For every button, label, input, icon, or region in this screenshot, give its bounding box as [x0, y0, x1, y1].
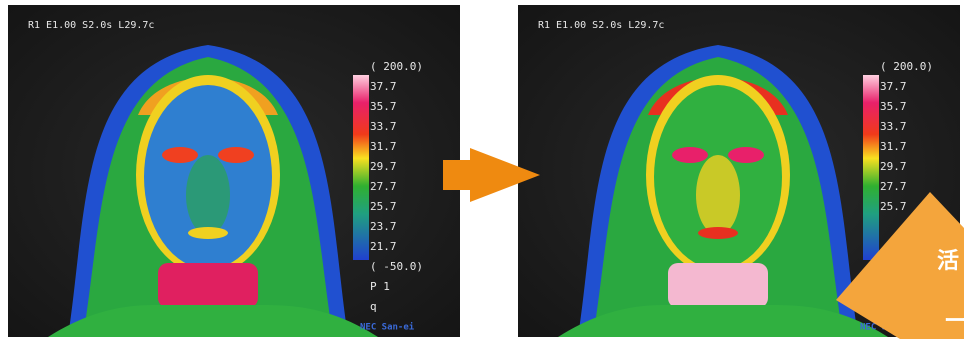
scale-label: 35.7 [370, 100, 397, 113]
scale-label: 29.7 [370, 160, 397, 173]
scale-label: 25.7 [880, 200, 907, 213]
scale-label: 29.7 [880, 160, 907, 173]
color-bar [353, 75, 369, 260]
scale-label: 25.7 [370, 200, 397, 213]
brand: NEC San-ei [360, 322, 415, 333]
face-center [186, 155, 230, 235]
scale-label: q [370, 300, 377, 313]
mouth [188, 227, 228, 239]
header: R1 E1.00 S2.0s L29.7c [538, 20, 664, 31]
badge-text: 活 [937, 249, 959, 274]
scale-label: ( 200.0) [880, 60, 933, 73]
thermal-image: R1 E1.00 S2.0s L29.7c ( 200.0) 37.7 35.7 33.… [8, 5, 460, 337]
shoulders [558, 305, 888, 337]
scale-label: ( -50.0) [370, 260, 423, 273]
badge-subtext: ー [944, 309, 964, 334]
scale-label: 31.7 [880, 140, 907, 153]
scale-label: ( 200.0) [370, 60, 423, 73]
scale-label: 21.7 [370, 240, 397, 253]
shoulders [48, 305, 378, 337]
scale-label: P 1 [370, 280, 390, 293]
scale-label: 23.7 [370, 220, 397, 233]
thermal-image: R1 E1.00 S2.0s L29.7c ( 200.0) 37.7 35.7 33.… [518, 5, 960, 337]
scale-label: 33.7 [880, 120, 907, 133]
color-bar [863, 75, 879, 260]
scale-label: 31.7 [370, 140, 397, 153]
face-center [696, 155, 740, 235]
neck [668, 263, 768, 308]
eye-right [218, 147, 254, 163]
eye-right [728, 147, 764, 163]
mouth [698, 227, 738, 239]
header: R1 E1.00 S2.0s L29.7c [28, 20, 154, 31]
scale-label: 33.7 [370, 120, 397, 133]
scale-label: 35.7 [880, 100, 907, 113]
neck [158, 263, 258, 308]
eye-left [672, 147, 708, 163]
scale-label: 27.7 [370, 180, 397, 193]
badge [836, 192, 964, 339]
arrow [443, 148, 540, 202]
scale-label: 27.7 [880, 180, 907, 193]
scale-label: 37.7 [880, 80, 907, 93]
eye-left [162, 147, 198, 163]
scale-label: 37.7 [370, 80, 397, 93]
